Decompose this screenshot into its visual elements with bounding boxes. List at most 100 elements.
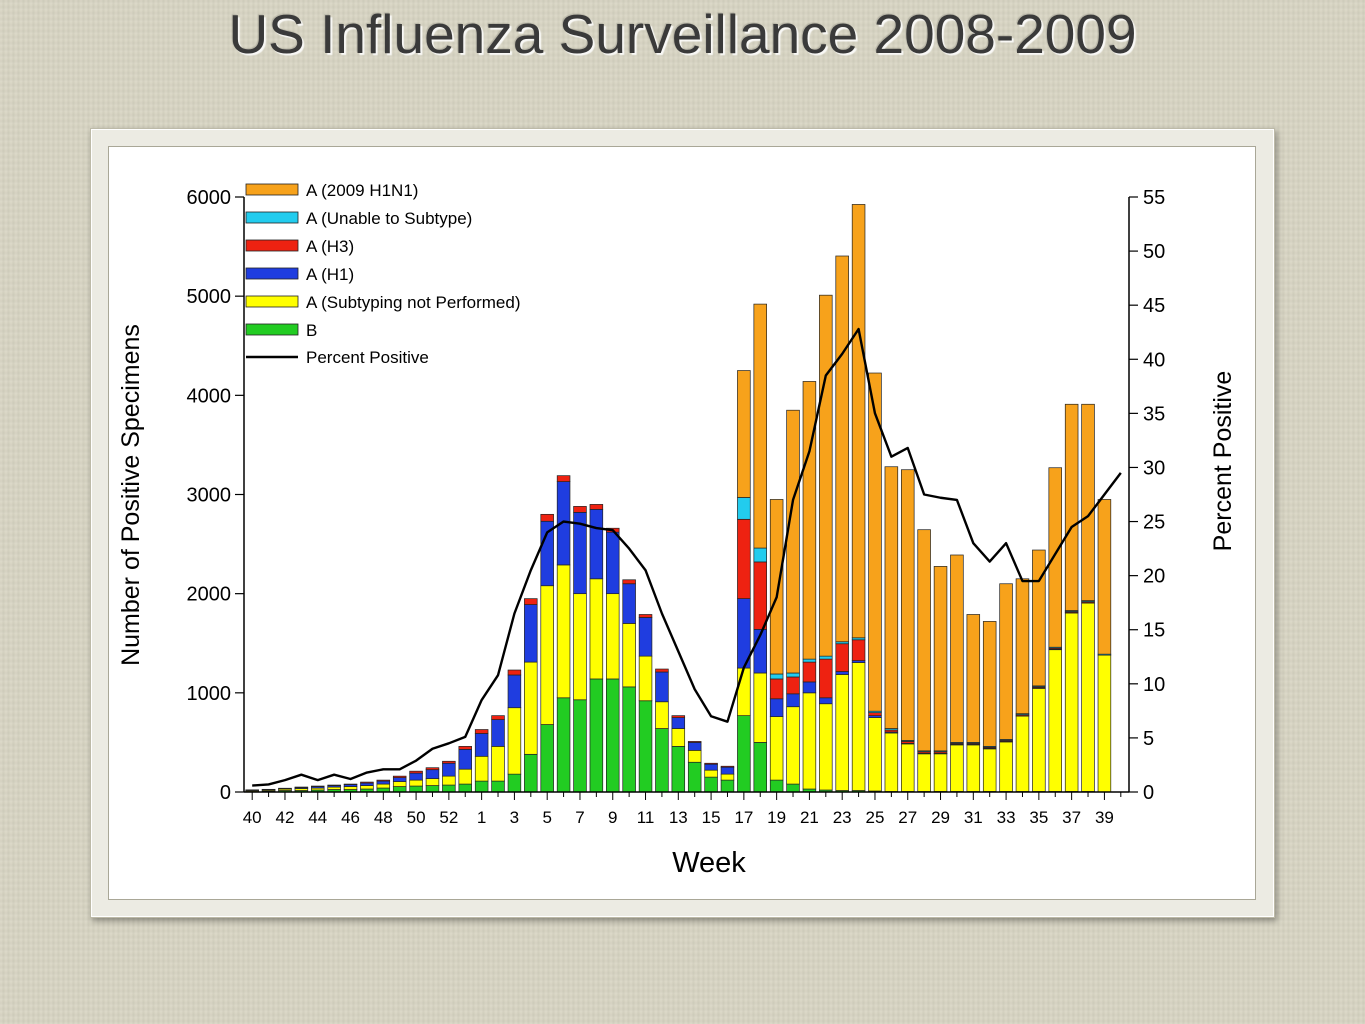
bar-segment	[982, 748, 997, 792]
bar-segment	[392, 775, 407, 778]
bar-segment	[687, 761, 702, 793]
bar-segment	[737, 715, 751, 793]
bar-segment	[458, 749, 472, 770]
bar-segment	[671, 717, 686, 729]
x-tick-label: 29	[931, 808, 950, 827]
bar-segment	[720, 779, 735, 793]
bar-segment	[491, 719, 505, 747]
bar-segment	[655, 671, 669, 703]
bar-segment	[901, 469, 915, 741]
bar-segment	[540, 585, 554, 725]
bar-segment	[442, 775, 456, 786]
bar-segment	[802, 681, 817, 694]
x-tick-label: 21	[800, 808, 819, 827]
x-tick-label: 11	[637, 808, 655, 827]
bar-segment	[458, 746, 472, 750]
bar-segment	[524, 604, 538, 663]
bar-segment	[786, 783, 800, 793]
bar-segment	[737, 370, 751, 498]
bar-segment	[1064, 612, 1079, 792]
x-tick-label: 33	[997, 808, 1016, 827]
legend-swatch	[245, 239, 299, 252]
bar-segment	[556, 564, 571, 699]
legend: A (2009 H1N1) A (Unable to Subtype) A (H3)…	[245, 181, 521, 367]
x-tick-label: 50	[407, 808, 426, 827]
axes-layer: 0100020003000400050006000051015202530354…	[187, 187, 1166, 827]
bar-segment	[982, 621, 997, 747]
bar-segment	[622, 623, 636, 688]
bar-segment	[638, 617, 653, 657]
chart: 0100020003000400050006000051015202530354…	[117, 181, 1237, 879]
bar-segment	[671, 746, 686, 793]
bar-segment	[753, 547, 767, 563]
bar-segment	[786, 409, 800, 674]
bar-segment	[474, 755, 489, 782]
bar-segment	[343, 783, 358, 785]
bar-segment	[769, 673, 784, 680]
bar-segment	[1048, 467, 1062, 648]
bar-segment	[573, 593, 587, 701]
bar-segment	[819, 703, 833, 791]
bar-segment	[786, 693, 800, 708]
y-axis-label: Number of Positive Specimens	[117, 324, 145, 666]
bar-segment	[294, 786, 309, 788]
bar-segment	[261, 788, 276, 791]
bar-segment	[376, 783, 391, 789]
y2-tick-label: 35	[1143, 403, 1165, 425]
bar-segment	[589, 578, 604, 680]
y2-tick-label: 0	[1143, 782, 1154, 804]
bar-segment	[311, 785, 325, 787]
bar-segment	[835, 671, 849, 675]
x-tick-label: 3	[510, 808, 519, 827]
x-tick-label: 27	[898, 808, 917, 827]
bar-segment	[687, 742, 702, 751]
bar-segment	[901, 743, 915, 792]
legend-swatch	[245, 323, 299, 336]
bar-segment	[540, 724, 554, 793]
y2-tick-label: 30	[1143, 457, 1165, 479]
bar-segment	[753, 561, 767, 630]
y-tick-label: 6000	[187, 187, 232, 209]
bar-segment	[737, 497, 751, 520]
bar-segment	[671, 715, 686, 718]
y-tick-label: 5000	[187, 286, 232, 308]
legend-label: A (2009 H1N1)	[306, 181, 418, 200]
bar-segment	[917, 529, 931, 752]
bar-segment	[507, 773, 522, 793]
bar-segment	[360, 785, 374, 790]
bar-segment	[360, 782, 374, 786]
legend-label: Percent Positive	[306, 348, 429, 367]
x-tick-label: 40	[243, 808, 262, 827]
x-tick-label: 42	[276, 808, 295, 827]
x-tick-label: 35	[1029, 808, 1048, 827]
legend-swatch	[245, 267, 299, 280]
x-tick-label: 13	[669, 808, 688, 827]
bar-segment	[704, 762, 718, 765]
bar-segment	[704, 776, 718, 793]
x-tick-label: 9	[608, 808, 617, 827]
bar-segment	[589, 504, 604, 510]
bar-segment	[802, 692, 817, 790]
bar-segment	[786, 672, 800, 678]
bar-segment	[573, 506, 587, 513]
legend-label: A (H1)	[306, 265, 354, 284]
bar-segment	[753, 303, 767, 549]
bar-segment	[950, 744, 964, 792]
bar-segment	[474, 733, 489, 757]
legend-label: B	[306, 321, 317, 340]
bar-segment	[622, 583, 636, 624]
bar-segment	[835, 255, 849, 643]
x-tick-label: 39	[1095, 808, 1114, 827]
bar-segment	[802, 381, 817, 660]
bar-segment	[868, 717, 882, 792]
bar-segment	[933, 566, 948, 752]
bar-segment	[786, 676, 800, 695]
bar-segment	[638, 655, 653, 702]
percent-line-layer	[252, 327, 1122, 787]
bar-segment	[491, 715, 505, 720]
bar-segment	[622, 686, 636, 793]
bar-segment	[851, 662, 866, 791]
bar-segment	[409, 770, 423, 774]
bar-segment	[687, 741, 702, 743]
bar-segment	[966, 614, 981, 743]
